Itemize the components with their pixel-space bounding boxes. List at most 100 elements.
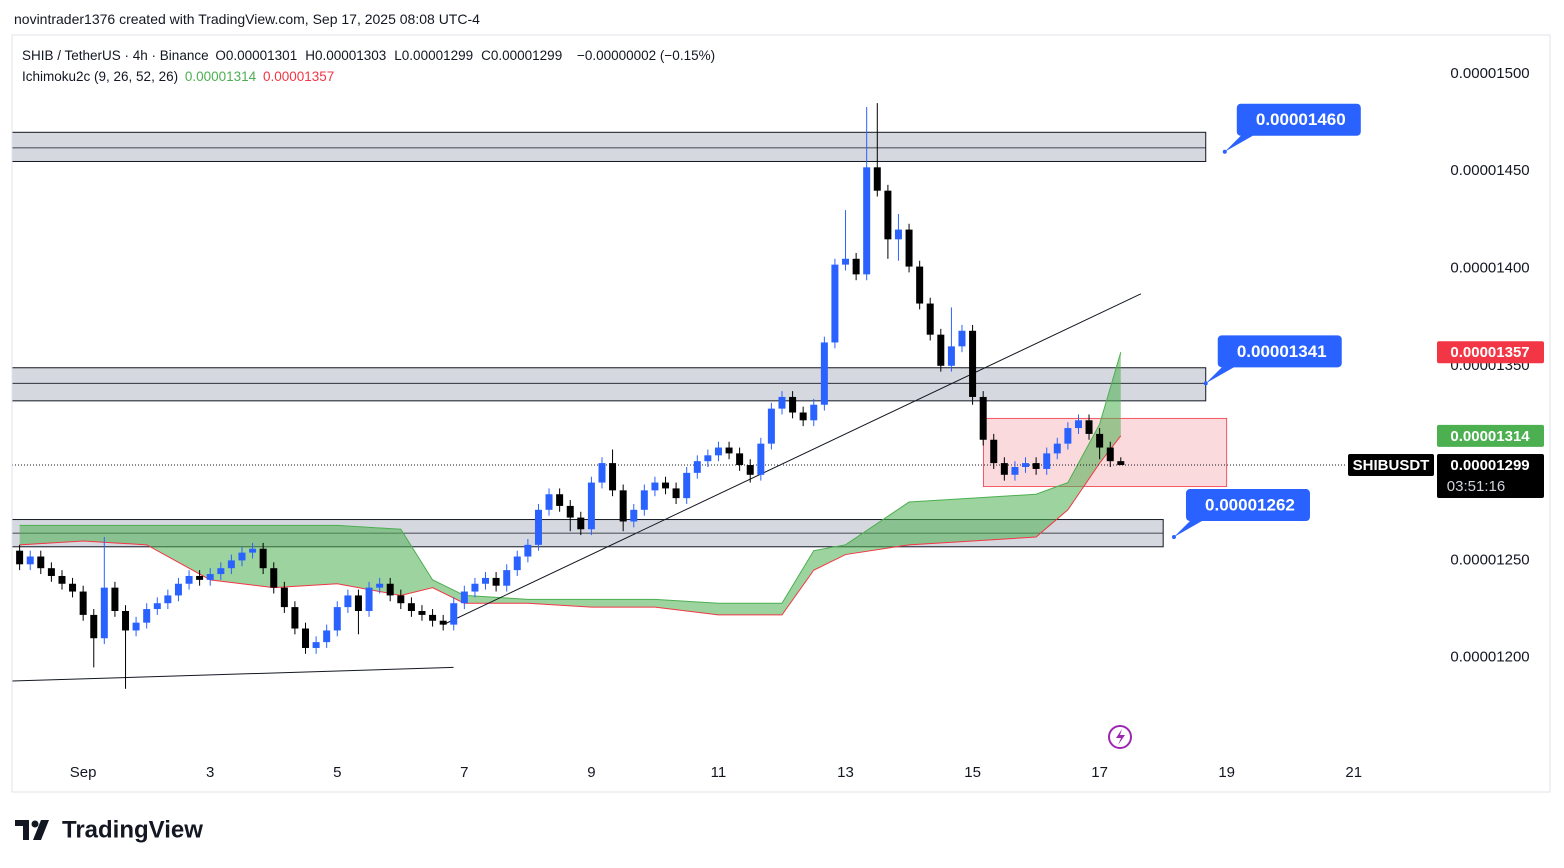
candle-body xyxy=(916,266,924,304)
candle-body xyxy=(344,595,352,608)
candle-body xyxy=(429,614,437,621)
price-label-box xyxy=(1437,424,1544,447)
candle-body xyxy=(206,574,214,580)
candle-body xyxy=(69,583,77,592)
candle-body xyxy=(1096,433,1104,448)
credit: novintrader1376 created with TradingView… xyxy=(14,11,480,27)
candle-body xyxy=(662,482,670,489)
candle-body xyxy=(376,583,384,588)
candle-body xyxy=(545,494,553,510)
callout-anchor xyxy=(1222,149,1227,154)
candle-body xyxy=(958,330,966,347)
candle-body xyxy=(16,550,24,565)
candle-body xyxy=(259,548,267,569)
candle-body xyxy=(111,587,119,611)
x-tick-label: 19 xyxy=(1218,764,1235,781)
candle-body xyxy=(323,630,331,643)
candle-body xyxy=(386,583,394,596)
candle-body xyxy=(58,575,66,584)
last-price-box xyxy=(1437,454,1544,499)
symbol: SHIB / TetherUS · 4h · Binance xyxy=(22,48,209,63)
ohlc-value: 0.00001301 xyxy=(225,48,298,63)
candle-body xyxy=(842,258,850,265)
y-tick-label: 0.00001400 xyxy=(1450,259,1529,276)
callout-box xyxy=(1173,489,1310,538)
candle-body xyxy=(185,575,193,584)
cloud-fill xyxy=(19,352,1121,615)
candle-body xyxy=(1064,428,1072,444)
candle-body xyxy=(693,461,701,473)
x-tick-label: 21 xyxy=(1345,764,1362,781)
x-tick-label: 13 xyxy=(837,764,854,781)
candle-body xyxy=(100,587,108,639)
candle-body xyxy=(979,396,987,440)
candle-body xyxy=(1117,461,1125,466)
candle-body xyxy=(481,577,489,584)
candle-body xyxy=(852,258,860,275)
candle-body xyxy=(884,190,892,240)
x-tick-label: 3 xyxy=(206,764,214,781)
candle-body xyxy=(630,509,638,522)
candle-body xyxy=(651,482,659,491)
candle-body xyxy=(37,556,45,569)
candle-body xyxy=(757,443,765,475)
candle-body xyxy=(566,505,574,518)
logo xyxy=(15,820,49,840)
candle-body xyxy=(1032,463,1040,469)
candle-body xyxy=(619,490,627,522)
candle-body xyxy=(1106,447,1114,462)
candle-body xyxy=(354,595,362,611)
zone xyxy=(11,131,1207,162)
candle-body xyxy=(831,264,839,343)
candle-body xyxy=(1022,463,1030,467)
candle-body xyxy=(418,611,426,615)
candle-body xyxy=(524,544,532,557)
y-tick-label: 0.00001250 xyxy=(1450,551,1529,568)
candle-body xyxy=(609,463,617,491)
candle-body xyxy=(534,509,542,545)
ohlc-value: 0.00001303 xyxy=(314,48,387,63)
trendline xyxy=(11,666,454,682)
x-tick-label: 5 xyxy=(333,764,341,781)
candle-body xyxy=(333,607,341,631)
candle-body xyxy=(736,453,744,466)
candle-body xyxy=(238,552,246,561)
candle-body xyxy=(471,583,479,592)
pane-border xyxy=(11,34,1551,793)
candle-body xyxy=(810,404,818,421)
alert-icon xyxy=(1108,725,1132,749)
candle-body xyxy=(164,595,172,604)
candle-body xyxy=(365,587,373,611)
candle-body xyxy=(492,577,500,586)
symbol-box xyxy=(1348,454,1434,477)
candle-body xyxy=(577,517,585,530)
candle-body xyxy=(778,396,786,409)
candle-body xyxy=(270,568,278,588)
indicator-value: 0.00001357 xyxy=(262,69,335,84)
indicator: Ichimoku2c (9, 26, 52, 26) xyxy=(22,69,179,84)
indicator-value: 0.00001314 xyxy=(184,69,257,84)
candle-body xyxy=(789,396,797,413)
candle-body xyxy=(1085,420,1093,434)
candle-body xyxy=(291,607,299,629)
candle-body xyxy=(90,614,98,639)
candle-body xyxy=(894,229,902,240)
candle-body xyxy=(725,447,733,454)
callout-label: 0.00001341 xyxy=(1237,342,1327,361)
ohlc-key: O xyxy=(215,48,226,63)
cloud-lead2 xyxy=(19,435,1122,616)
candle-body xyxy=(1043,453,1051,469)
plot xyxy=(11,103,1345,689)
indicator-row: Ichimoku2c (9, 26, 52, 26) 0.00001314 0.… xyxy=(22,66,718,87)
candle-body xyxy=(873,167,881,191)
candle-body xyxy=(143,609,151,623)
callout-label: 0.00001460 xyxy=(1256,110,1346,129)
zone xyxy=(11,367,1207,402)
candle-body xyxy=(683,472,691,499)
candle-body xyxy=(1011,467,1019,475)
candle-body xyxy=(820,342,828,405)
candle-body xyxy=(799,412,807,421)
trendline xyxy=(443,293,1142,626)
candle-body xyxy=(302,628,310,648)
